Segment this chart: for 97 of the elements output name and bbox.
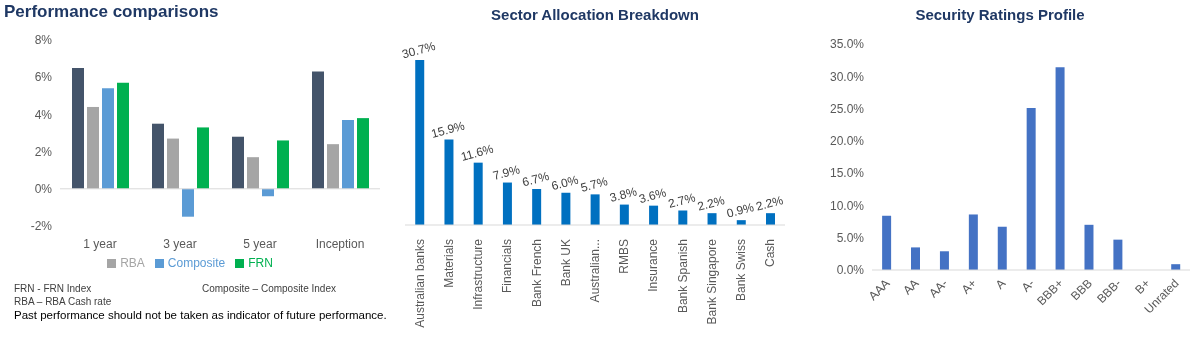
data-label: 15.9%: [429, 118, 467, 141]
chart-title: Performance comparisons: [3, 1, 220, 23]
bar: [707, 213, 717, 225]
x-tick-label: Bank Spanish: [675, 239, 690, 314]
x-tick-label: Financials: [500, 239, 515, 294]
bar: [87, 106, 99, 189]
bar: [532, 188, 542, 225]
x-tick-label: Bank French: [529, 239, 544, 308]
legend-label: RBA: [120, 256, 145, 270]
y-tick-label: -2%: [30, 219, 53, 234]
text: RBA – RBA Cash rate: [14, 295, 113, 308]
bar: [232, 136, 244, 189]
x-tick-label: 1 year: [83, 237, 117, 251]
bar: [357, 118, 369, 189]
text: FRN - FRN Index: [14, 282, 93, 295]
data-label: 6.7%: [520, 168, 551, 190]
bar: [561, 192, 571, 225]
bar: [197, 127, 209, 189]
data-label: 5.7%: [579, 174, 610, 195]
bar: [182, 188, 194, 217]
bar: [415, 60, 425, 225]
data-label: 3.6%: [637, 185, 668, 207]
bar: [312, 71, 324, 189]
y-tick-label: 30.0%: [829, 69, 865, 84]
bar: [327, 144, 339, 189]
text: Composite – Composite Index: [202, 282, 337, 295]
data-label: 7.9%: [491, 162, 522, 183]
x-tick-label: RMBS: [617, 239, 632, 274]
x-tick-label: AA: [900, 276, 922, 298]
y-tick-label: 5.0%: [836, 230, 865, 245]
bar: [72, 67, 84, 189]
data-label: 2.7%: [666, 190, 698, 211]
bar: [473, 162, 483, 225]
x-tick-label: Insurance: [646, 238, 661, 292]
y-tick-label: 2%: [34, 144, 53, 159]
y-tick-label: 20.0%: [829, 134, 865, 149]
y-tick-label: 35.0%: [829, 37, 865, 52]
bar: [619, 204, 629, 225]
bar: [277, 140, 289, 189]
y-tick-label: 8%: [34, 33, 53, 48]
legend-label: Composite: [167, 256, 226, 270]
x-tick-label: Bank Singapore: [704, 238, 719, 325]
y-tick-label: 0%: [34, 182, 53, 197]
bar: [102, 88, 114, 189]
bar: [968, 214, 978, 270]
data-label: 2.2%: [695, 192, 727, 214]
bar: [649, 205, 659, 225]
y-tick-label: 0.0%: [836, 263, 865, 278]
chart-title: Sector Allocation Breakdown: [490, 5, 700, 25]
x-tick-label: A-: [1018, 276, 1038, 295]
chart-title: Security Ratings Profile: [914, 5, 1086, 25]
data-label: 3.8%: [608, 184, 639, 206]
bar: [1055, 67, 1065, 270]
data-label: 0.9%: [725, 199, 756, 221]
bar: [766, 213, 775, 225]
bar: [262, 188, 274, 197]
data-label: 6.0%: [549, 172, 581, 194]
text: Past performance should not be taken as indicator of future performance.: [14, 308, 388, 323]
bar: [678, 210, 688, 225]
bar: [502, 182, 512, 225]
y-tick-label: 25.0%: [829, 101, 865, 116]
x-tick-label: Inception: [315, 237, 365, 251]
y-tick-label: 10.0%: [829, 198, 865, 213]
x-tick-label: Materials: [441, 239, 456, 288]
x-tick-label: Bank Swiss: [734, 239, 749, 302]
x-tick-label: Australian...: [588, 239, 602, 303]
x-tick-label: Infrastructure: [471, 238, 486, 310]
data-label: 30.7%: [400, 38, 438, 62]
x-tick-label: 3 year: [163, 237, 197, 251]
bar: [342, 119, 354, 189]
x-tick-label: BBB: [1068, 276, 1095, 304]
bar: [117, 82, 129, 189]
data-label: 11.6%: [459, 141, 496, 164]
bar: [882, 215, 892, 270]
x-tick-label: Cash: [763, 239, 778, 268]
legend-label: FRN: [248, 256, 273, 270]
bar: [1084, 224, 1094, 270]
data-label: 2.2%: [754, 192, 785, 214]
bar: [997, 226, 1007, 270]
bar: [939, 251, 949, 270]
bar: [1026, 107, 1036, 270]
x-tick-label: 5 year: [243, 237, 277, 251]
x-tick-label: Bank UK: [558, 239, 573, 287]
bar: [167, 138, 179, 189]
x-tick-label: AA-: [926, 276, 951, 301]
x-tick-label: A+: [958, 276, 980, 297]
bar: [911, 247, 921, 270]
bar: [247, 157, 259, 189]
y-tick-label: 4%: [34, 107, 53, 122]
bar: [152, 123, 164, 189]
y-tick-label: 6%: [34, 70, 53, 85]
y-tick-label: 15.0%: [829, 166, 865, 181]
x-tick-label: Australian banks: [412, 239, 427, 328]
bar: [590, 194, 600, 225]
x-tick-label: A: [992, 276, 1009, 292]
bar: [444, 139, 454, 225]
bar: [1113, 239, 1123, 270]
